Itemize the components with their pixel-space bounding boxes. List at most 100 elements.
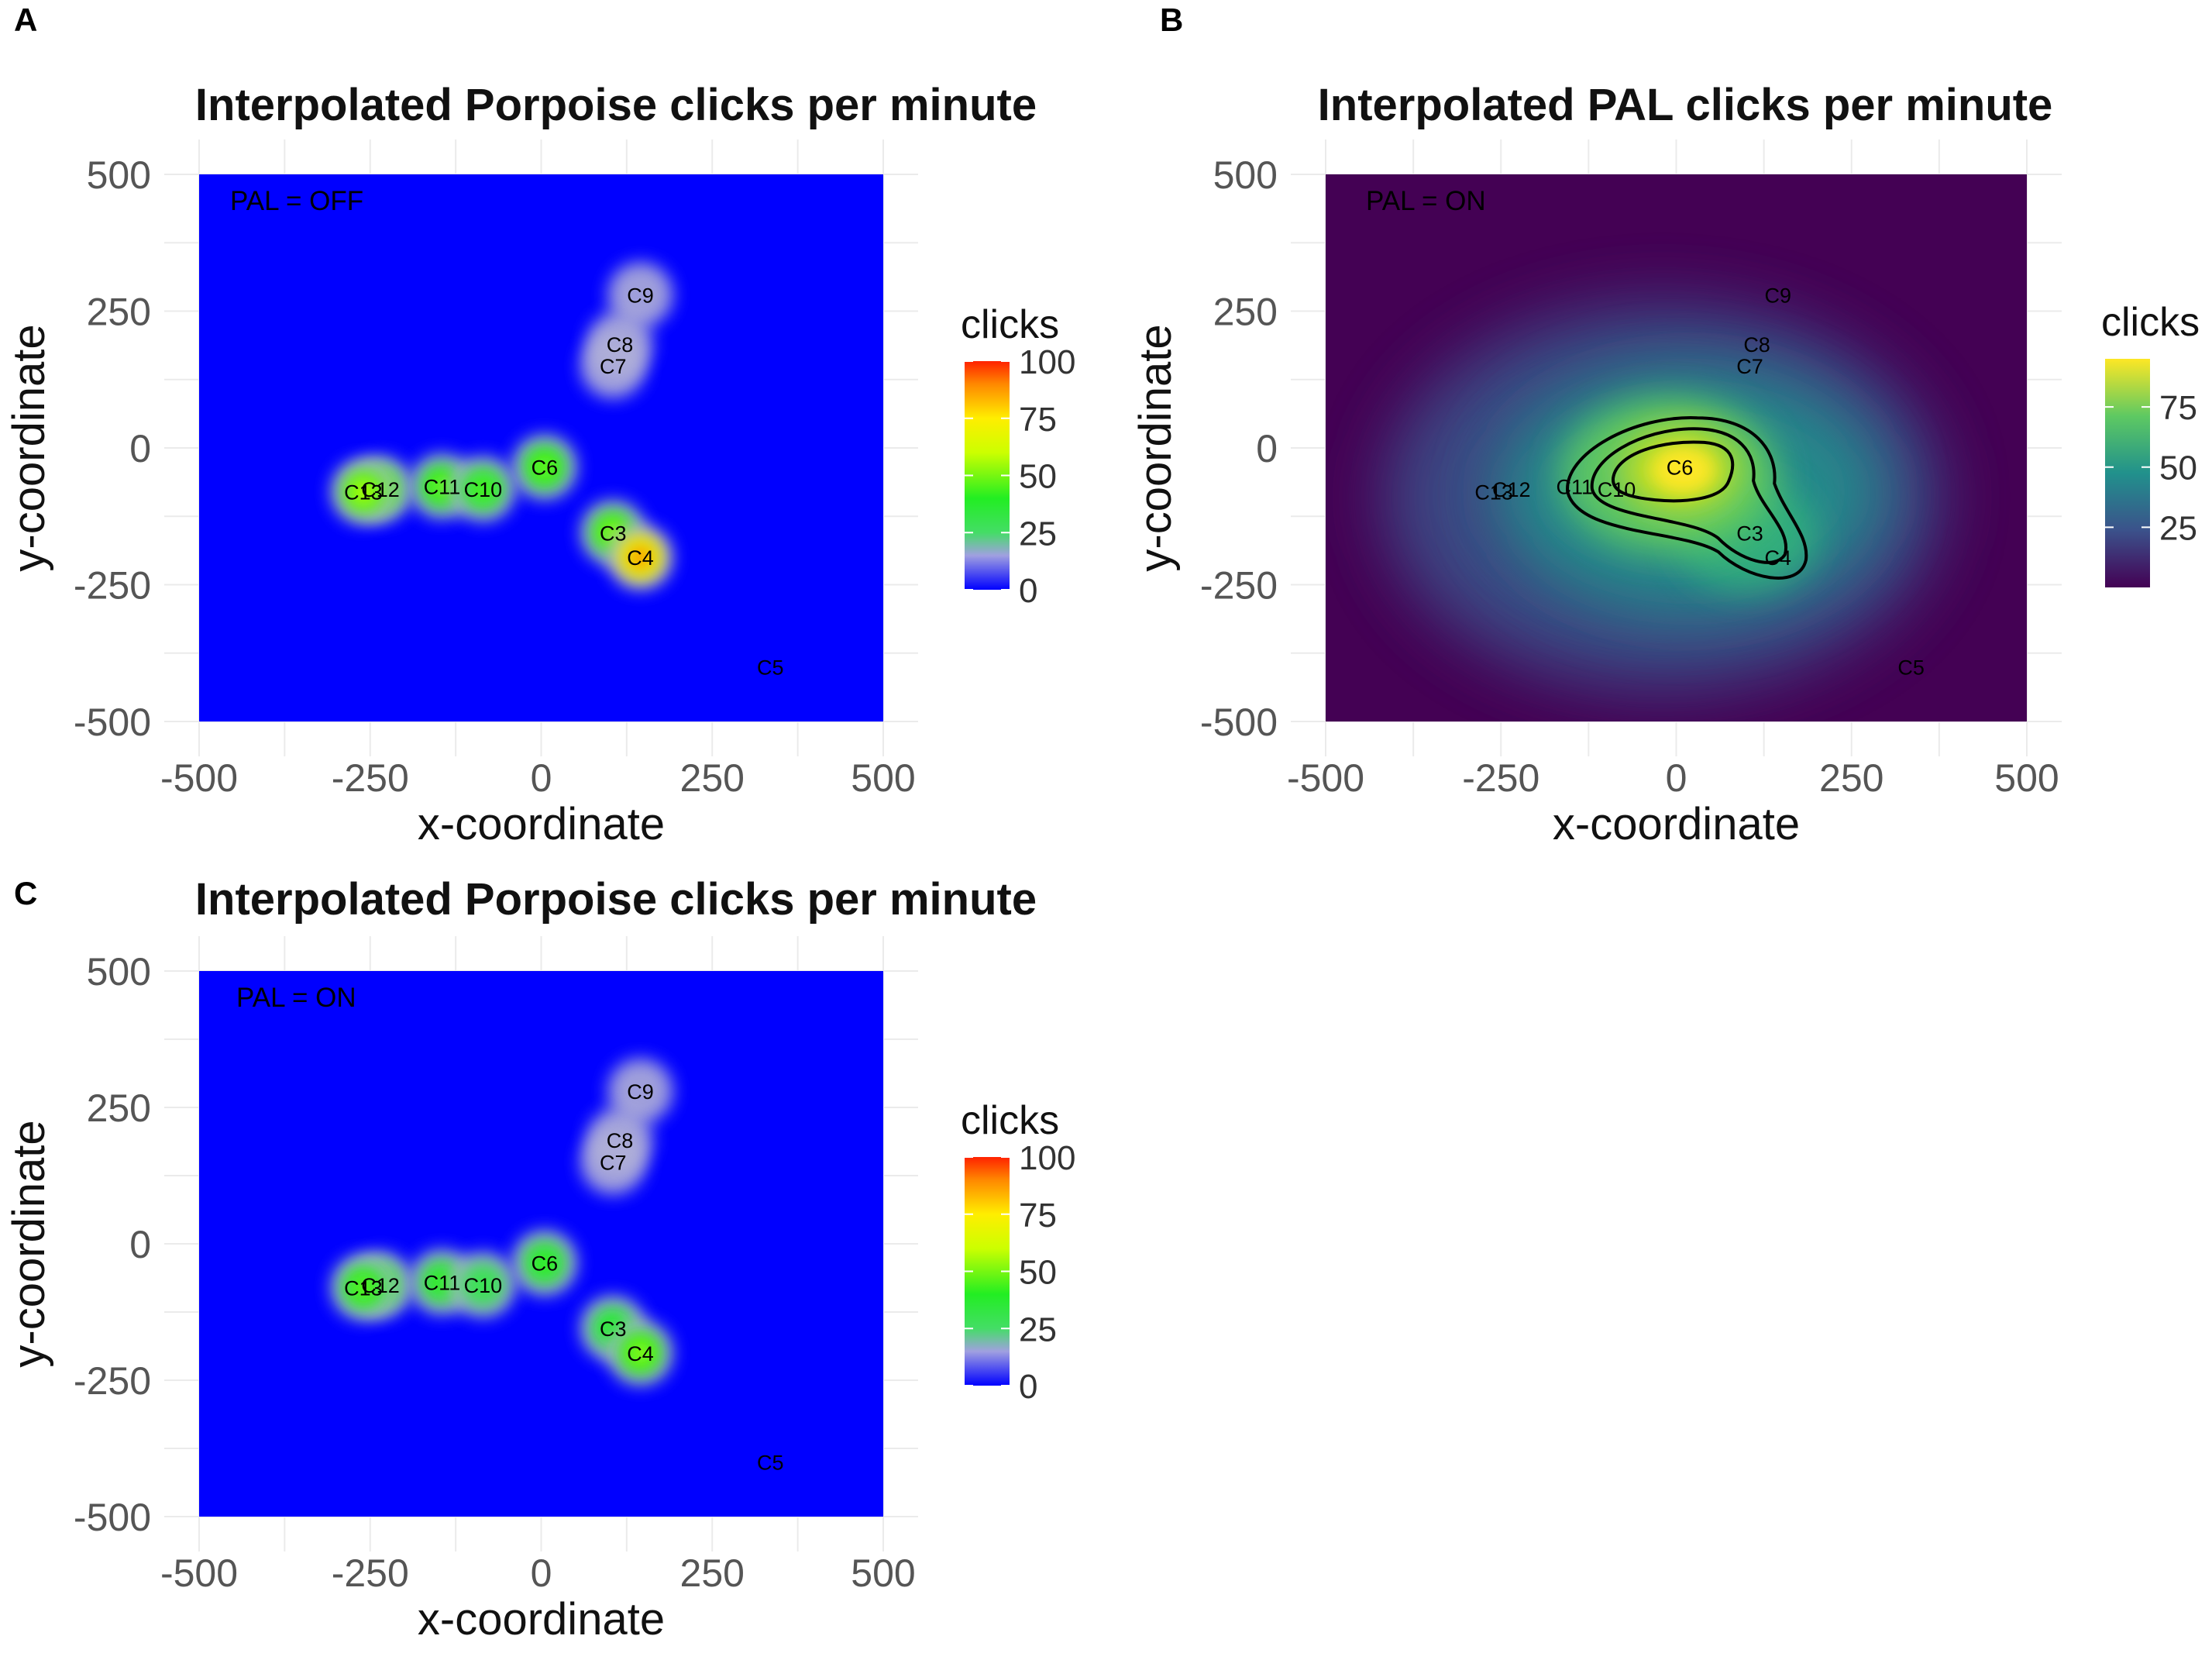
hotspot-core <box>533 1252 556 1274</box>
contours <box>1566 416 1808 580</box>
station-label-c11: C11 <box>1557 475 1594 498</box>
y-axis-title: y-coordinate <box>4 324 54 571</box>
station-label-c11: C11 <box>424 1271 461 1294</box>
heatmap-area <box>1326 174 2027 721</box>
station-label-c8: C8 <box>607 333 634 356</box>
chart-title: Interpolated Porpoise clicks per minute <box>195 874 1037 925</box>
x-tick-label: -250 <box>332 756 409 800</box>
station-label-c8: C8 <box>607 1129 634 1152</box>
legend-tick-label: 50 <box>1019 1254 1057 1292</box>
legend: clicks 75 50 25 <box>2101 300 2200 587</box>
legend-tick-label: 75 <box>1019 1197 1057 1235</box>
y-axis-ticks: 500 250 0 -250 -500 <box>1200 153 1278 744</box>
contour-line-2 <box>1590 427 1788 564</box>
x-tick-label: 250 <box>1819 756 1883 800</box>
panel-a: A Interpolated Porpoise clicks per minute… <box>4 2 1075 849</box>
hotspot-core <box>533 456 556 478</box>
station-label-c7: C7 <box>1736 355 1763 378</box>
panel-letter: B <box>1160 2 1183 38</box>
y-tick-label: 500 <box>1213 153 1278 197</box>
y-tick-label: -250 <box>74 1359 151 1403</box>
y-axis-title: y-coordinate <box>1130 324 1181 571</box>
station-label-c12: C12 <box>361 1274 400 1297</box>
station-label-c4: C4 <box>1764 546 1791 570</box>
x-tick-label: 0 <box>531 1551 552 1595</box>
contour-line-3 <box>1612 440 1735 503</box>
legend-title: clicks <box>961 1098 1059 1143</box>
legend-tick-label: 75 <box>2159 389 2197 427</box>
hotspot-core <box>431 1271 453 1293</box>
hotspot-core <box>472 477 494 500</box>
x-tick-label: 0 <box>531 756 552 800</box>
x-tick-label: -500 <box>1287 756 1364 800</box>
legend-tick-label: 25 <box>1019 1310 1057 1348</box>
legend-tick-label: 0 <box>1019 572 1037 610</box>
station-label-c9: C9 <box>1764 284 1791 307</box>
hotspot-core <box>629 546 652 569</box>
hotspot-halo <box>607 1058 673 1124</box>
y-tick-label: 0 <box>129 427 151 470</box>
chart-title: Interpolated PAL clicks per minute <box>1318 80 2053 130</box>
panel-letter: C <box>14 875 37 911</box>
x-tick-label: -250 <box>1462 756 1539 800</box>
station-label-c6: C6 <box>1667 456 1694 480</box>
y-tick-label: 0 <box>1256 427 1278 470</box>
legend-tick-label: 100 <box>1019 1139 1075 1177</box>
legend-tick-label: 50 <box>1019 458 1057 496</box>
legend-tick-label: 25 <box>1019 515 1057 553</box>
station-label-c6: C6 <box>531 1252 559 1276</box>
hotspots <box>330 262 673 591</box>
pal-annotation: PAL = ON <box>1366 186 1486 216</box>
station-label-c6: C6 <box>531 456 559 480</box>
x-tick-label: 250 <box>680 1551 745 1595</box>
pal-annotation: PAL = OFF <box>230 186 363 216</box>
y-tick-label: 0 <box>129 1223 151 1266</box>
density-peak <box>1652 446 1715 494</box>
hotspot-halo <box>607 262 673 328</box>
station-label-c11: C11 <box>424 475 461 498</box>
x-tick-label: -250 <box>332 1551 409 1595</box>
legend-tick-label: 25 <box>2159 509 2197 547</box>
y-tick-label: -500 <box>74 701 151 744</box>
panel-letter: A <box>14 2 37 38</box>
station-label-c10: C10 <box>464 478 503 501</box>
y-tick-label: 250 <box>1213 291 1278 334</box>
y-tick-label: -250 <box>74 564 151 608</box>
y-tick-label: -250 <box>1200 564 1278 608</box>
station-label-c9: C9 <box>627 1080 654 1104</box>
station-label-c5: C5 <box>757 656 784 679</box>
legend-title: clicks <box>2101 300 2200 345</box>
station-label-c12: C12 <box>361 478 400 501</box>
legend-colorbar <box>2105 359 2150 587</box>
y-tick-label: 500 <box>87 950 151 994</box>
x-tick-label: -500 <box>160 756 238 800</box>
station-label-c13: C13 <box>344 480 383 504</box>
panel-c: C Interpolated Porpoise clicks per minute… <box>4 874 1075 1644</box>
station-label-c3: C3 <box>1736 522 1763 545</box>
station-label-c4: C4 <box>627 546 654 570</box>
x-tick-label: 500 <box>851 1551 915 1595</box>
station-label-c7: C7 <box>600 355 627 378</box>
station-label-c10: C10 <box>464 1274 503 1297</box>
hotspots <box>330 1058 673 1386</box>
x-axis-ticks: -500 -250 0 250 500 <box>160 756 916 800</box>
contour-line-1 <box>1566 416 1808 580</box>
x-tick-label: 0 <box>1666 756 1687 800</box>
x-axis-ticks: -500 -250 0 250 500 <box>1287 756 2059 800</box>
x-axis-title: x-coordinate <box>1553 799 1800 849</box>
station-label-c5: C5 <box>1897 656 1925 679</box>
y-tick-label: 250 <box>87 291 151 334</box>
y-axis-ticks: 500 250 0 -250 -500 <box>74 153 151 744</box>
y-axis-ticks: 500 250 0 -250 -500 <box>74 950 151 1539</box>
hotspot-halo <box>580 333 646 399</box>
hotspot-core <box>352 1276 374 1299</box>
station-label-c7: C7 <box>600 1151 627 1174</box>
y-axis-title: y-coordinate <box>4 1120 54 1367</box>
station-label-c3: C3 <box>600 522 627 545</box>
heatmap-area <box>199 971 883 1517</box>
hotspot-core <box>431 475 453 498</box>
